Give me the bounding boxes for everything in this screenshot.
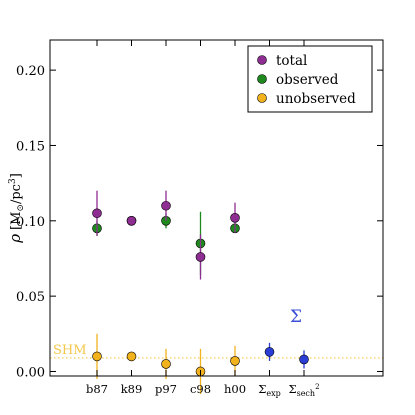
sigma-point — [264, 347, 275, 357]
data-series-group — [92, 190, 309, 395]
y-axis-label-sun: ⊙ — [16, 204, 26, 212]
x-category-label: p97 — [155, 382, 177, 396]
legend: total observed unobserved — [247, 45, 373, 113]
x-category-label: k89 — [121, 382, 143, 396]
y-axis-label-close: ] — [9, 173, 24, 178]
y-tick-label: 0.00 — [16, 365, 45, 380]
x-category-label-sigma: Σexp — [258, 382, 281, 398]
legend-label-observed: observed — [276, 72, 339, 88]
axis-ticks-group: 0.00 0.05 0.10 0.15 0.20 b87 k89 p97 c98 h00 Σexp Σ… — [16, 40, 383, 398]
series-total-point — [126, 216, 137, 226]
y-axis-label-rho: ρ — [6, 234, 24, 244]
series-total-point — [230, 212, 240, 223]
y-tick-label: 0.10 — [16, 215, 45, 230]
y-tick-label: 0.20 — [16, 64, 45, 79]
y-axis-label-open: [M — [9, 212, 24, 230]
x-category-label: b87 — [86, 382, 108, 396]
legend-label-total: total — [276, 53, 307, 69]
series-unobserved-point — [126, 351, 137, 362]
series-unobserved-point — [161, 359, 171, 369]
x-category-label: h00 — [224, 382, 246, 396]
x-category-label: c98 — [190, 382, 211, 396]
series-unobserved-point — [92, 351, 102, 362]
sigma-point — [299, 354, 309, 365]
sigma-annotation: Σ — [290, 307, 302, 327]
series-total-point — [195, 252, 206, 262]
series-unobserved-point — [230, 356, 240, 366]
y-axis-label-mid: /pc — [9, 184, 24, 204]
y-axis-label: ρ [M⊙/pc3] — [6, 173, 26, 244]
legend-box — [247, 45, 373, 113]
shm-label: SHM — [53, 343, 87, 358]
y-tick-label: 0.05 — [16, 290, 45, 305]
y-tick-label: 0.15 — [16, 139, 45, 154]
plot-frame — [49, 39, 384, 377]
legend-marker-total — [257, 55, 267, 65]
y-axis-label-exp: 3 — [8, 178, 18, 184]
series-total-point — [161, 200, 171, 211]
legend-marker-observed — [257, 74, 267, 84]
series-total-point — [92, 208, 102, 219]
x-category-label-sigma: Σsech2 — [288, 382, 319, 398]
legend-label-unobserved: unobserved — [276, 91, 356, 107]
legend-marker-unobserved — [257, 93, 267, 103]
